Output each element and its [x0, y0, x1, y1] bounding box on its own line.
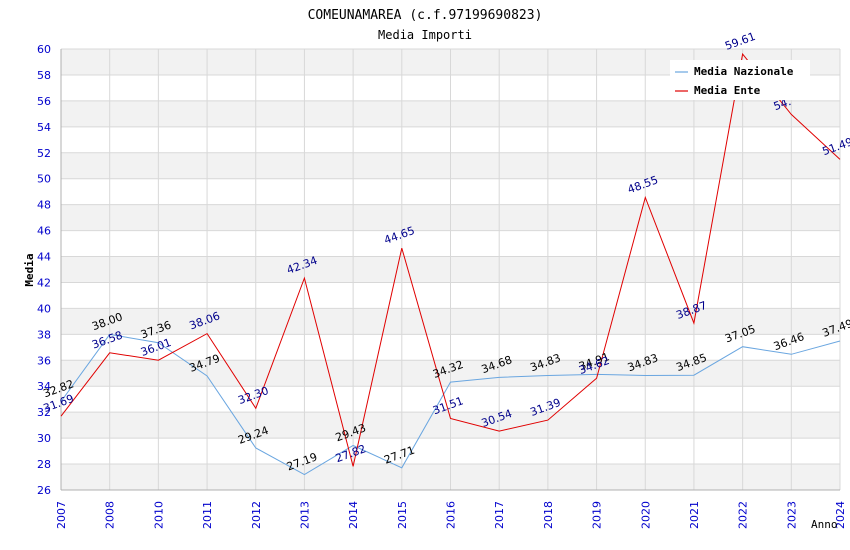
x-tick-label: 2017 [493, 501, 506, 529]
y-tick-label: 38 [37, 328, 51, 341]
chart-title: COMEUNAMAREA (c.f.97199690823) [308, 8, 543, 23]
axes [60, 49, 840, 491]
x-tick-label: 2011 [201, 501, 214, 529]
x-tick-label: 2014 [347, 501, 360, 529]
y-tick-label: 36 [37, 354, 51, 367]
y-tick-label: 54 [37, 121, 51, 134]
x-axis-label: Anno [811, 518, 838, 531]
y-tick-label: 60 [37, 43, 51, 56]
x-tick-label: 2015 [396, 501, 409, 529]
x-tick-label: 2016 [445, 501, 458, 529]
x-tick-label: 2010 [152, 501, 165, 529]
y-tick-label: 44 [37, 251, 51, 264]
y-tick-label: 30 [37, 432, 51, 445]
x-tick-label: 2020 [639, 501, 652, 529]
x-tick-label: 2021 [688, 501, 701, 529]
y-tick-label: 48 [37, 199, 51, 212]
x-tick-label: 2008 [104, 501, 117, 529]
y-tick-label: 28 [37, 458, 51, 471]
legend-label-media-ente: Media Ente [694, 84, 761, 97]
y-tick-label: 42 [37, 276, 51, 289]
series-lines [60, 52, 841, 476]
x-tick-label: 2023 [785, 501, 798, 529]
y-tick-label: 52 [37, 147, 51, 160]
series-line-media-nazionale [60, 333, 841, 476]
series-line-media-ente [60, 52, 841, 467]
x-axis-ticks: 2007 2008 2010 2011 2012 2013 2014 2015 2016 2017… [55, 501, 847, 529]
y-tick-label: 50 [37, 173, 51, 186]
y-tick-label: 26 [37, 484, 51, 497]
x-tick-label: 2018 [542, 501, 555, 529]
y-axis-label: Media [23, 253, 36, 286]
y-tick-label: 56 [37, 95, 51, 108]
x-tick-label: 2013 [298, 501, 311, 529]
legend: Media Nazionale Media Ente [670, 60, 810, 100]
chart-subtitle: Media Importi [378, 28, 472, 42]
x-tick-label: 2019 [591, 501, 604, 529]
legend-label-media-nazionale: Media Nazionale [694, 65, 794, 78]
data-label-ente: 27.82 [334, 442, 368, 465]
y-tick-label: 34 [37, 380, 51, 393]
x-tick-label: 2022 [737, 501, 750, 529]
y-tick-label: 32 [37, 406, 51, 419]
y-axis-ticks: 26 28 30 32 34 36 38 40 42 44 46 48 50 52 54 56 58 60 [37, 43, 51, 497]
x-tick-label: 2007 [55, 501, 68, 529]
y-tick-label: 46 [37, 225, 51, 238]
x-tick-label: 2012 [250, 501, 263, 529]
legend-box [670, 60, 810, 100]
y-tick-label: 58 [37, 69, 51, 82]
data-label-nazionale: 27.71 [382, 444, 416, 467]
y-tick-label: 40 [37, 302, 51, 315]
x-tick-label: 2024 [834, 501, 847, 529]
